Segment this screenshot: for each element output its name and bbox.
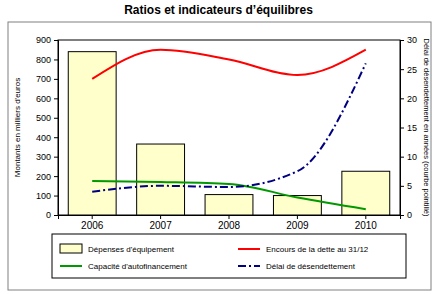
axis-line xyxy=(54,41,59,216)
legend-item: Encours de la dette au 31/12 xyxy=(238,245,369,254)
marks xyxy=(68,50,389,215)
bar xyxy=(205,195,253,215)
tick-mark xyxy=(54,215,58,216)
line xyxy=(92,50,366,79)
tick-mark xyxy=(92,215,93,219)
tick-mark xyxy=(365,215,366,219)
tick-mark xyxy=(54,176,58,177)
chart: Ratios et indicateurs d’équilibres010020… xyxy=(0,0,437,294)
tick: 400 xyxy=(36,133,58,143)
tick-mark xyxy=(54,157,58,158)
plot-area xyxy=(58,40,400,215)
tick: 2007 xyxy=(149,215,172,231)
tick: 25 xyxy=(400,65,417,75)
tick: 2009 xyxy=(286,215,309,231)
tick: 5 xyxy=(400,181,412,191)
tick-label: 2007 xyxy=(149,220,172,231)
tick-label: 10 xyxy=(407,152,417,162)
legend-label: Dépenses d'équipement xyxy=(88,245,175,254)
tick: 200 xyxy=(36,171,58,181)
tick-mark xyxy=(54,79,58,80)
legend-swatch xyxy=(238,248,260,250)
tick-mark xyxy=(400,128,404,129)
tick: 2008 xyxy=(218,215,241,231)
tick-label: 100 xyxy=(36,191,51,201)
tick-mark xyxy=(400,186,404,187)
tick-label: 20 xyxy=(407,94,417,104)
legend-label: Encours de la dette au 31/12 xyxy=(266,245,369,254)
x-axis: 2006 2007 2008 2009 2010 xyxy=(59,215,401,231)
axis-line xyxy=(401,41,405,216)
tick: 300 xyxy=(36,152,58,162)
tick: 600 xyxy=(36,94,58,104)
tick-label: 900 xyxy=(36,35,51,45)
tick-label: 0 xyxy=(407,210,412,220)
tick-mark xyxy=(160,215,161,219)
tick-mark xyxy=(297,215,298,219)
bar xyxy=(137,144,185,215)
y-axis-title: Montants en milliers d'euros xyxy=(13,78,22,177)
tick-mark xyxy=(229,215,230,219)
tick-label: 2006 xyxy=(81,220,104,231)
tick-label: 2008 xyxy=(218,220,241,231)
tick-label: 700 xyxy=(36,74,51,84)
axis-line xyxy=(59,216,401,220)
tick: 700 xyxy=(36,74,58,84)
tick-mark xyxy=(54,98,58,99)
legend-label: Capacité d'autofinancement xyxy=(88,262,188,271)
legend-swatch xyxy=(60,265,82,267)
legend-item: Capacité d'autofinancement xyxy=(60,262,188,271)
tick-label: 300 xyxy=(36,152,51,162)
tick: 800 xyxy=(36,55,58,65)
tick: 20 xyxy=(400,94,417,104)
tick-mark xyxy=(54,118,58,119)
tick-label: 800 xyxy=(36,55,51,65)
y2-axis: 0 5 10 15 20 25 30 xyxy=(400,35,417,220)
tick: 15 xyxy=(400,123,417,133)
tick-mark xyxy=(54,196,58,197)
tick-label: 200 xyxy=(36,171,51,181)
legend-item: Délai de désendettement xyxy=(238,262,356,271)
tick-mark xyxy=(54,137,58,138)
tick-mark xyxy=(400,69,404,70)
tick: 2006 xyxy=(81,215,104,231)
tick-label: 2010 xyxy=(355,220,378,231)
line xyxy=(92,181,366,209)
y-axis: 0 100 200 300 400 500 600 700 800 900 xyxy=(36,35,59,220)
tick-label: 25 xyxy=(407,65,417,75)
tick: 2010 xyxy=(355,215,378,231)
tick-mark xyxy=(400,98,404,99)
legend: Dépenses d'équipement Encours de la dette… xyxy=(52,234,406,278)
chart-frame xyxy=(8,22,431,290)
legend-label: Délai de désendettement xyxy=(266,262,356,271)
tick: 0 xyxy=(400,210,412,220)
legend-swatch xyxy=(238,265,260,267)
tick-label: 400 xyxy=(36,133,51,143)
tick: 0 xyxy=(46,210,58,220)
tick-label: 0 xyxy=(46,210,51,220)
tick: 30 xyxy=(400,35,417,45)
tick-mark xyxy=(54,59,58,60)
tick-label: 30 xyxy=(407,35,417,45)
tick-mark xyxy=(54,40,58,41)
tick-mark xyxy=(400,157,404,158)
legend-swatch xyxy=(60,244,82,253)
y2-axis-title: Délai de désendettement en années (courb… xyxy=(422,38,431,217)
tick: 10 xyxy=(400,152,417,162)
legend-frame xyxy=(52,234,406,278)
tick: 900 xyxy=(36,35,58,45)
tick-label: 500 xyxy=(36,113,51,123)
title: Ratios et indicateurs d’équilibres xyxy=(124,3,313,17)
tick: 500 xyxy=(36,113,58,123)
tick-label: 600 xyxy=(36,94,51,104)
line xyxy=(92,63,366,191)
tick: 100 xyxy=(36,191,58,201)
tick-mark xyxy=(400,40,404,41)
tick-label: 15 xyxy=(407,123,417,133)
tick-label: 5 xyxy=(407,181,412,191)
legend-item: Dépenses d'équipement xyxy=(60,244,175,254)
tick-label: 2009 xyxy=(286,220,309,231)
